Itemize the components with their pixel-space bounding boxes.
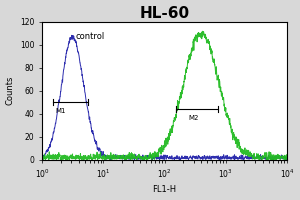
Text: M2: M2: [188, 115, 198, 121]
Text: control: control: [76, 32, 105, 41]
Text: M1: M1: [55, 108, 66, 114]
Y-axis label: Counts: Counts: [6, 76, 15, 105]
Title: HL-60: HL-60: [140, 6, 190, 21]
X-axis label: FL1-H: FL1-H: [153, 185, 177, 194]
